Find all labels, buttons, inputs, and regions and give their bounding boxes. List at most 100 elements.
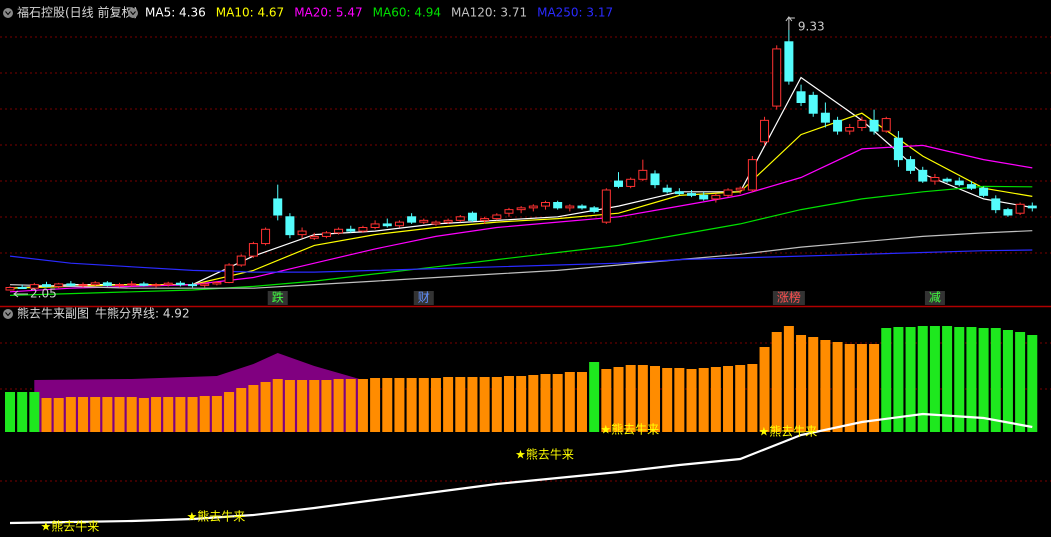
bar (540, 374, 551, 432)
bar (29, 392, 40, 432)
bar (163, 397, 174, 432)
candle-body (942, 178, 952, 182)
candle-body (382, 223, 392, 227)
signal-label: ★熊去牛来 (41, 519, 100, 534)
legend-entry: MA120: 3.71 (451, 6, 527, 20)
bar (990, 328, 1001, 432)
event-tag: 涨榜 (772, 290, 805, 305)
candle-body (175, 282, 185, 286)
menu-icon[interactable] (3, 8, 13, 18)
bar (345, 379, 356, 432)
event-box (267, 291, 288, 305)
bar (5, 392, 15, 432)
candle-body (735, 187, 745, 191)
event-tag: 跌 (267, 290, 288, 305)
bar (65, 397, 76, 432)
bar (808, 337, 819, 432)
bar (637, 365, 648, 432)
bar (917, 326, 928, 432)
bar (820, 340, 831, 432)
bar (211, 396, 222, 432)
candle-body (833, 119, 843, 132)
candle-body (273, 198, 283, 216)
bar (747, 364, 758, 432)
candle-body (979, 187, 989, 196)
candle-body (17, 287, 27, 289)
candle-body (407, 216, 417, 223)
bar (1002, 330, 1013, 432)
menu-icon[interactable] (128, 8, 138, 18)
bar (321, 380, 332, 432)
candle-body (638, 169, 648, 180)
bar (382, 378, 393, 432)
candle-body (54, 283, 64, 287)
candle-body (309, 235, 319, 239)
sub-subtitle: 牛熊分界线: 4.92 (95, 306, 190, 321)
bar (418, 378, 429, 432)
candle-body (930, 177, 940, 182)
candle-body (334, 228, 344, 234)
candle-body (662, 187, 672, 193)
bar (783, 326, 794, 432)
candle-body (614, 180, 623, 187)
signal-label: ★熊去牛来 (515, 447, 574, 462)
bar (954, 327, 965, 432)
candle-body (881, 118, 891, 132)
legend-entry: MA5: 4.36 (145, 6, 206, 20)
bar (126, 397, 137, 432)
candle-body (236, 255, 246, 266)
candle-body (857, 119, 867, 128)
candle-body (212, 282, 222, 285)
bar (771, 332, 782, 432)
ma-line (9, 185, 1033, 296)
candle-body (29, 284, 39, 289)
candle-body (711, 194, 721, 200)
candle-body (808, 94, 818, 114)
bar (735, 365, 746, 432)
bar (467, 377, 478, 432)
candle-body (163, 282, 173, 286)
bar (686, 369, 697, 432)
candle-body (516, 207, 526, 211)
candle-body (966, 184, 976, 189)
low-label: 2.05 (30, 287, 57, 301)
candle-body (954, 180, 964, 186)
bar (759, 347, 770, 432)
bar (723, 366, 734, 432)
bar (236, 388, 247, 432)
bar (260, 382, 271, 432)
bar (564, 372, 575, 432)
candle-body (261, 228, 271, 245)
bar (41, 398, 52, 432)
candle-body (90, 282, 100, 286)
bar (942, 326, 953, 432)
bar (978, 328, 989, 432)
bar (710, 367, 721, 432)
event-label: 减 (929, 291, 941, 305)
bar (613, 367, 624, 432)
bar (333, 379, 344, 432)
candle-body (784, 41, 794, 82)
bar (199, 396, 210, 432)
bar (905, 327, 916, 432)
candle-body (346, 228, 356, 232)
bar (832, 342, 843, 432)
bar (357, 379, 368, 432)
candle-body (991, 198, 1001, 211)
bar (114, 397, 125, 432)
candle-body (796, 91, 806, 103)
bar (284, 380, 295, 432)
low-marker (13, 290, 28, 298)
bar (966, 327, 977, 432)
menu-icon[interactable] (3, 309, 13, 319)
candle-body (650, 173, 660, 186)
bar (175, 397, 186, 432)
event-tag: 财 (413, 291, 434, 305)
bar (929, 326, 940, 432)
candle-body (687, 193, 697, 196)
candle-body (772, 48, 782, 107)
event-label: 财 (418, 291, 430, 305)
candle-body (1003, 209, 1013, 216)
bar (881, 328, 892, 432)
